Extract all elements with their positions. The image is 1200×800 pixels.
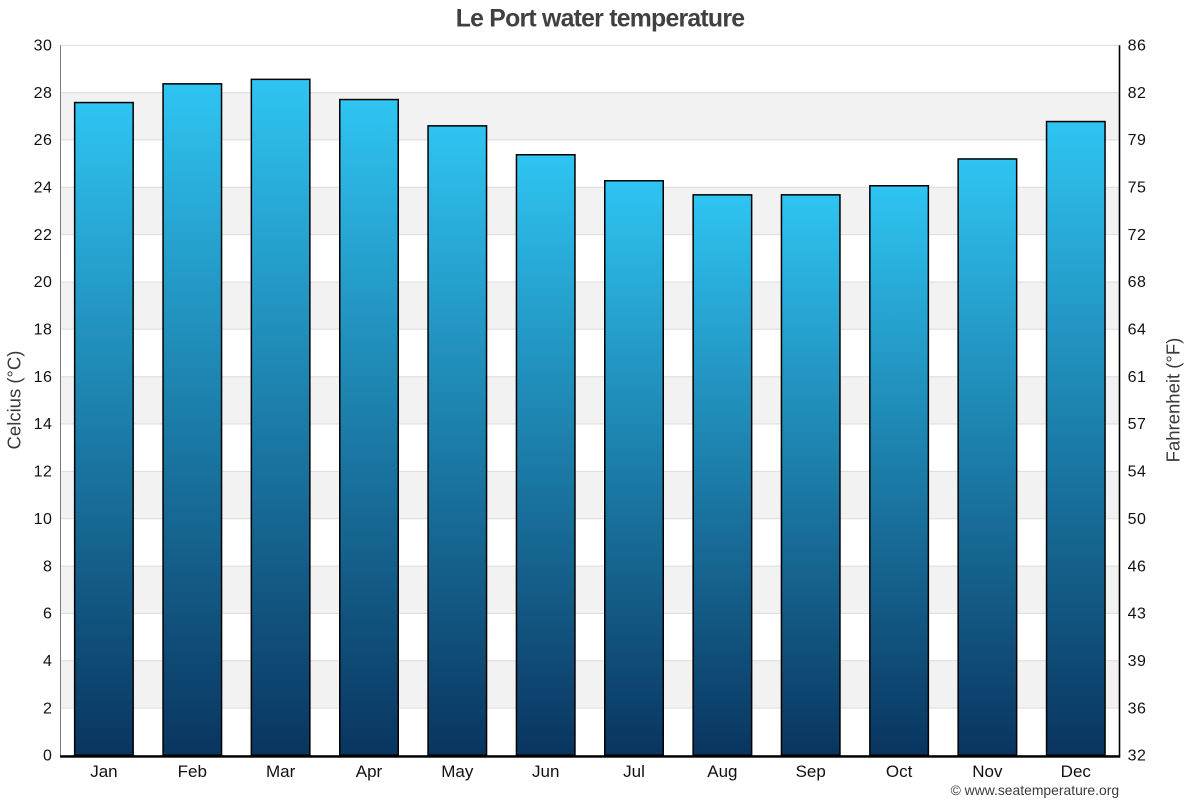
svg-text:Nov: Nov (972, 762, 1003, 781)
svg-text:16: 16 (34, 369, 53, 386)
svg-text:43: 43 (1128, 606, 1147, 623)
svg-text:82: 82 (1128, 85, 1147, 102)
svg-text:Celcius (°C): Celcius (°C) (4, 351, 25, 450)
svg-text:50: 50 (1128, 511, 1147, 528)
svg-text:Dec: Dec (1061, 762, 1092, 781)
svg-text:28: 28 (34, 85, 53, 102)
svg-text:6: 6 (43, 606, 52, 623)
svg-text:72: 72 (1128, 227, 1147, 244)
svg-text:© www.seatemperature.org: © www.seatemperature.org (951, 782, 1120, 798)
svg-text:18: 18 (34, 322, 53, 339)
svg-text:Fahrenheit (°F): Fahrenheit (°F) (1163, 338, 1184, 463)
svg-text:68: 68 (1128, 274, 1147, 291)
svg-text:Oct: Oct (886, 762, 913, 781)
svg-text:May: May (441, 762, 474, 781)
svg-text:4: 4 (43, 653, 52, 670)
svg-text:Jul: Jul (623, 762, 645, 781)
svg-text:26: 26 (34, 132, 53, 149)
svg-text:Jan: Jan (90, 762, 117, 781)
svg-text:Sep: Sep (796, 762, 826, 781)
svg-text:32: 32 (1128, 748, 1147, 765)
svg-text:86: 86 (1128, 37, 1147, 54)
svg-text:Le Port water temperature: Le Port water temperature (456, 5, 745, 32)
svg-text:24: 24 (34, 180, 53, 197)
svg-text:Mar: Mar (266, 762, 296, 781)
svg-text:61: 61 (1128, 369, 1147, 386)
svg-text:10: 10 (34, 511, 53, 528)
svg-text:46: 46 (1128, 558, 1147, 575)
svg-text:20: 20 (34, 274, 53, 291)
svg-text:8: 8 (43, 558, 52, 575)
svg-text:57: 57 (1128, 416, 1147, 433)
svg-text:0: 0 (43, 748, 52, 765)
svg-text:39: 39 (1128, 653, 1147, 670)
svg-text:79: 79 (1128, 132, 1147, 149)
svg-text:22: 22 (34, 227, 53, 244)
svg-text:Aug: Aug (707, 762, 737, 781)
svg-text:14: 14 (34, 416, 53, 433)
svg-text:12: 12 (34, 464, 53, 481)
svg-text:75: 75 (1128, 180, 1147, 197)
svg-text:64: 64 (1128, 322, 1147, 339)
svg-text:36: 36 (1128, 700, 1147, 717)
svg-text:30: 30 (34, 37, 53, 54)
svg-text:Apr: Apr (356, 762, 383, 781)
svg-text:Feb: Feb (178, 762, 207, 781)
svg-text:2: 2 (43, 700, 52, 717)
svg-text:54: 54 (1128, 464, 1147, 481)
svg-text:Jun: Jun (532, 762, 559, 781)
